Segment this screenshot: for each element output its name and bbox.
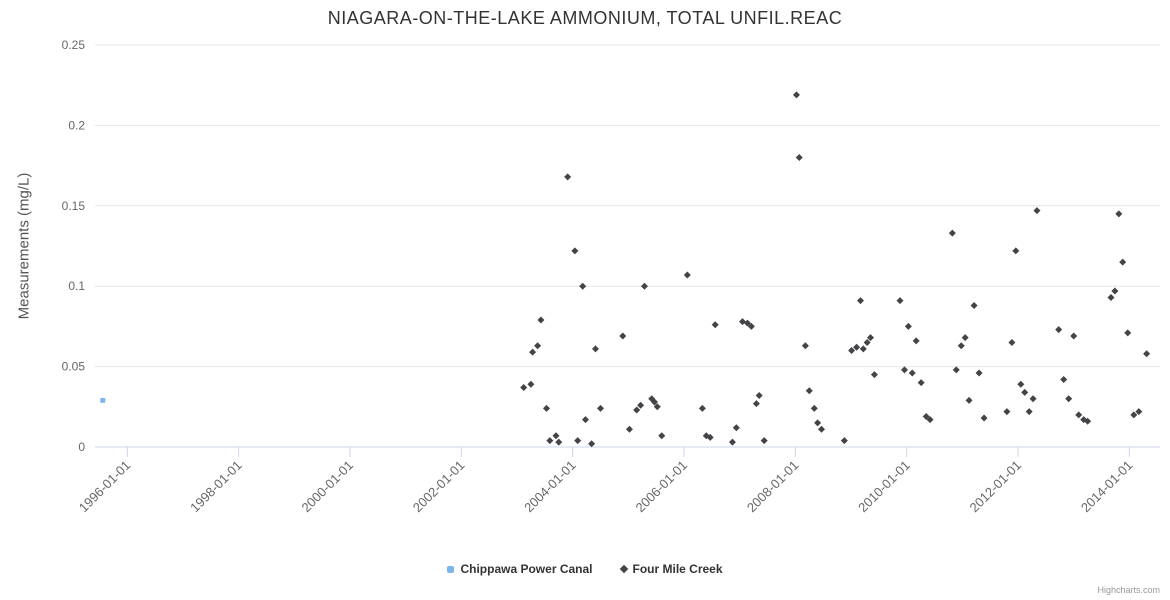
svg-text:0.15: 0.15	[62, 199, 86, 213]
legend-item-chippawa-power-canal[interactable]: Chippawa Power Canal	[447, 562, 593, 576]
svg-text:1998-01-01: 1998-01-01	[187, 458, 245, 516]
svg-text:2006-01-01: 2006-01-01	[632, 458, 690, 516]
svg-text:2014-01-01: 2014-01-01	[1078, 458, 1136, 516]
legend-label: Chippawa Power Canal	[460, 562, 593, 576]
svg-text:2000-01-01: 2000-01-01	[298, 458, 356, 516]
svg-text:0.25: 0.25	[62, 38, 86, 52]
svg-text:2010-01-01: 2010-01-01	[855, 458, 913, 516]
svg-text:2012-01-01: 2012-01-01	[967, 458, 1025, 516]
credits-link[interactable]: Highcharts.com	[1097, 585, 1160, 595]
diamond-marker-icon	[619, 564, 628, 574]
svg-text:1996-01-01: 1996-01-01	[76, 458, 134, 516]
legend: Chippawa Power Canal Four Mile Creek	[0, 562, 1170, 576]
svg-text:2002-01-01: 2002-01-01	[410, 458, 468, 516]
legend-item-four-mile-creek[interactable]: Four Mile Creek	[619, 562, 723, 576]
square-marker-icon	[447, 565, 455, 573]
legend-label: Four Mile Creek	[632, 562, 723, 576]
chart-title: NIAGARA-ON-THE-LAKE AMMONIUM, TOTAL UNFI…	[327, 8, 843, 28]
svg-text:0: 0	[78, 440, 85, 454]
svg-text:0.2: 0.2	[68, 118, 85, 132]
svg-text:0.05: 0.05	[62, 360, 86, 374]
plot-area: 0 0.05 0.1 0.15 0.2 0.25 1996-01-01 1998-01-01 2…	[62, 38, 1160, 516]
svg-text:2004-01-01: 2004-01-01	[521, 458, 579, 516]
svg-text:2008-01-01: 2008-01-01	[744, 458, 802, 516]
svg-text:0.1: 0.1	[68, 279, 85, 293]
